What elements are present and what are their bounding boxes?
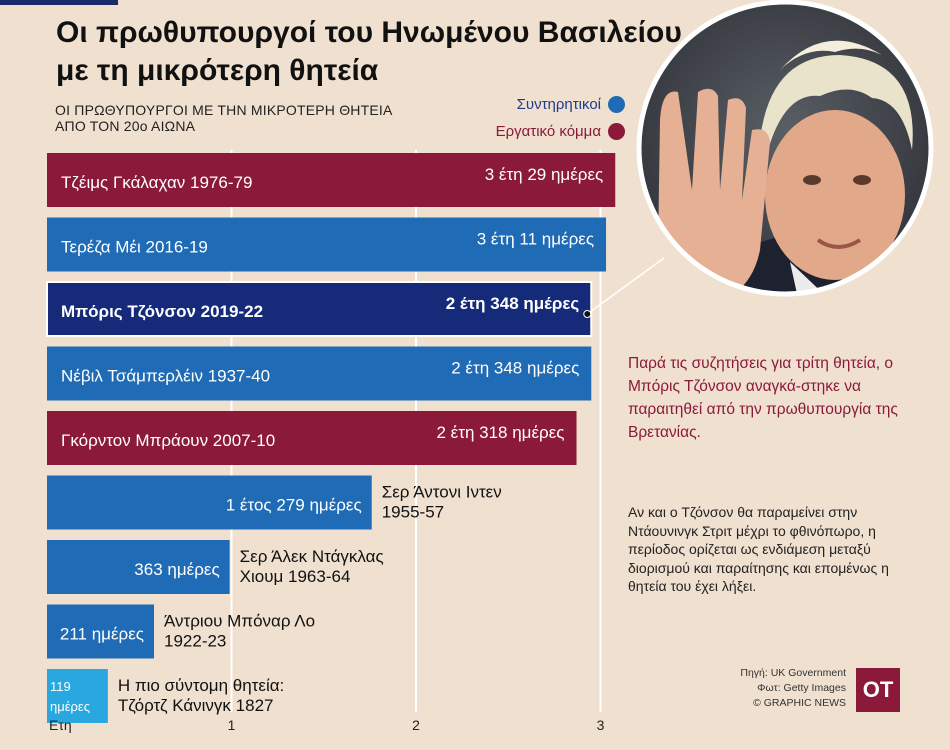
bar-duration-1: 3 έτη 11 ημέρες [477, 230, 594, 249]
bar-8 [47, 669, 108, 723]
connector-line [586, 257, 665, 315]
legend-conservative: Συντηρητικοί [517, 96, 625, 113]
ot-logo: OT [856, 668, 900, 712]
legend-conservative-label: Συντηρητικοί [516, 96, 601, 113]
bar-0 [47, 153, 616, 207]
bar-name-4: Γκόρντον Μπράουν 2007-10 [61, 431, 275, 450]
note-text: Αν και ο Τζόνσον θα παραμείνει στην Ντάο… [628, 504, 889, 594]
bar-name-7-line1: Άντριου Μπόναρ Λο [164, 612, 315, 631]
boris-johnson-photo [636, 0, 934, 297]
page-title: Οι πρωθυπουργοί του Ηνωμένου Βασιλείου μ… [56, 16, 682, 87]
bar-1 [47, 217, 607, 272]
bar-7 [47, 604, 155, 659]
bar-duration-6: 363 ημέρες [134, 560, 219, 579]
bar-2 [46, 281, 593, 337]
x-tick-2: 2 [412, 717, 420, 733]
x-tick-1: 1 [228, 717, 236, 733]
legend-labour: Εργατικό κόμμα [496, 123, 625, 140]
bar-6 [47, 540, 230, 594]
credit-source: Πηγή: UK Government [740, 667, 846, 679]
subtitle-line-1: ΟΙ ΠΡΩΘΥΠΟΥΡΓΟΙ ΜΕ ΤΗΝ ΜΙΚΡΟΤΕΡΗ ΘΗΤΕΙΑ [55, 102, 393, 118]
bar-name-8-line2: Τζόρτζ Κάνινγκ 1827 [118, 696, 274, 715]
callout-text: Παρά τις συζητήσεις για τρίτη θητεία, ο … [628, 355, 898, 441]
legend-labour-label: Εργατικό κόμμα [495, 123, 601, 140]
bar-duration-4: 2 έτη 318 ημέρες [436, 423, 564, 442]
credit-agency: © GRAPHIC NEWS [753, 697, 846, 709]
bar-5 [47, 475, 372, 530]
credits: Πηγή: UK Government Φωτ: Getty Images © … [718, 666, 846, 711]
bar-duration-0: 3 έτη 29 ημέρες [485, 165, 604, 184]
bar-duration-8-line1: 119 [50, 679, 71, 694]
top-accent-bar [0, 0, 118, 5]
bar-name-8-line1: Η πιο σύντομη θητεία: [118, 676, 284, 695]
bar-name-7-line2: 1922-23 [164, 632, 226, 651]
bar-duration-7: 211 ημέρες [60, 625, 144, 644]
bar-name-2: Μπόρις Τζόνσον 2019-22 [61, 302, 263, 321]
bar-name-6-line2: Χιουμ 1963-64 [240, 567, 351, 586]
bar-name-5-line2: 1955-57 [382, 503, 444, 522]
bar-duration-5: 1 έτος 279 ημέρες [226, 496, 362, 515]
legend-labour-dot [608, 123, 625, 140]
bar-name-6-line1: Σερ Άλεκ Ντάγκλας [240, 547, 384, 566]
bar-name-1: Τερέζα Μέι 2016-19 [61, 238, 208, 257]
bar-name-5-line1: Σερ Άντονι Ιντεν [382, 483, 502, 502]
connector-dot [583, 310, 592, 318]
credit-photo: Φωτ: Getty Images [757, 682, 846, 694]
bar-name-0: Τζέιμς Γκάλαχαν 1976-79 [61, 173, 252, 192]
legend-conservative-dot [608, 96, 625, 113]
bar-duration-3: 2 έτη 348 ημέρες [451, 359, 579, 378]
bar-duration-2: 2 έτη 348 ημέρες [446, 294, 580, 313]
subtitle-line-2: ΑΠΟ ΤΟΝ 20ο ΑΙΩΝΑ [55, 118, 196, 134]
chart-subtitle: ΟΙ ΠΡΩΘΥΠΟΥΡΓΟΙ ΜΕ ΤΗΝ ΜΙΚΡΟΤΕΡΗ ΘΗΤΕΙΑ … [55, 102, 425, 134]
bar-4 [47, 411, 577, 465]
bar-3 [47, 346, 592, 401]
bar-duration-8-line2: ημέρες [50, 699, 90, 714]
x-axis-label: Ετη [49, 717, 72, 733]
x-tick-3: 3 [597, 717, 605, 733]
bar-name-3: Νέβιλ Τσάμπερλέιν 1937-40 [61, 367, 270, 386]
